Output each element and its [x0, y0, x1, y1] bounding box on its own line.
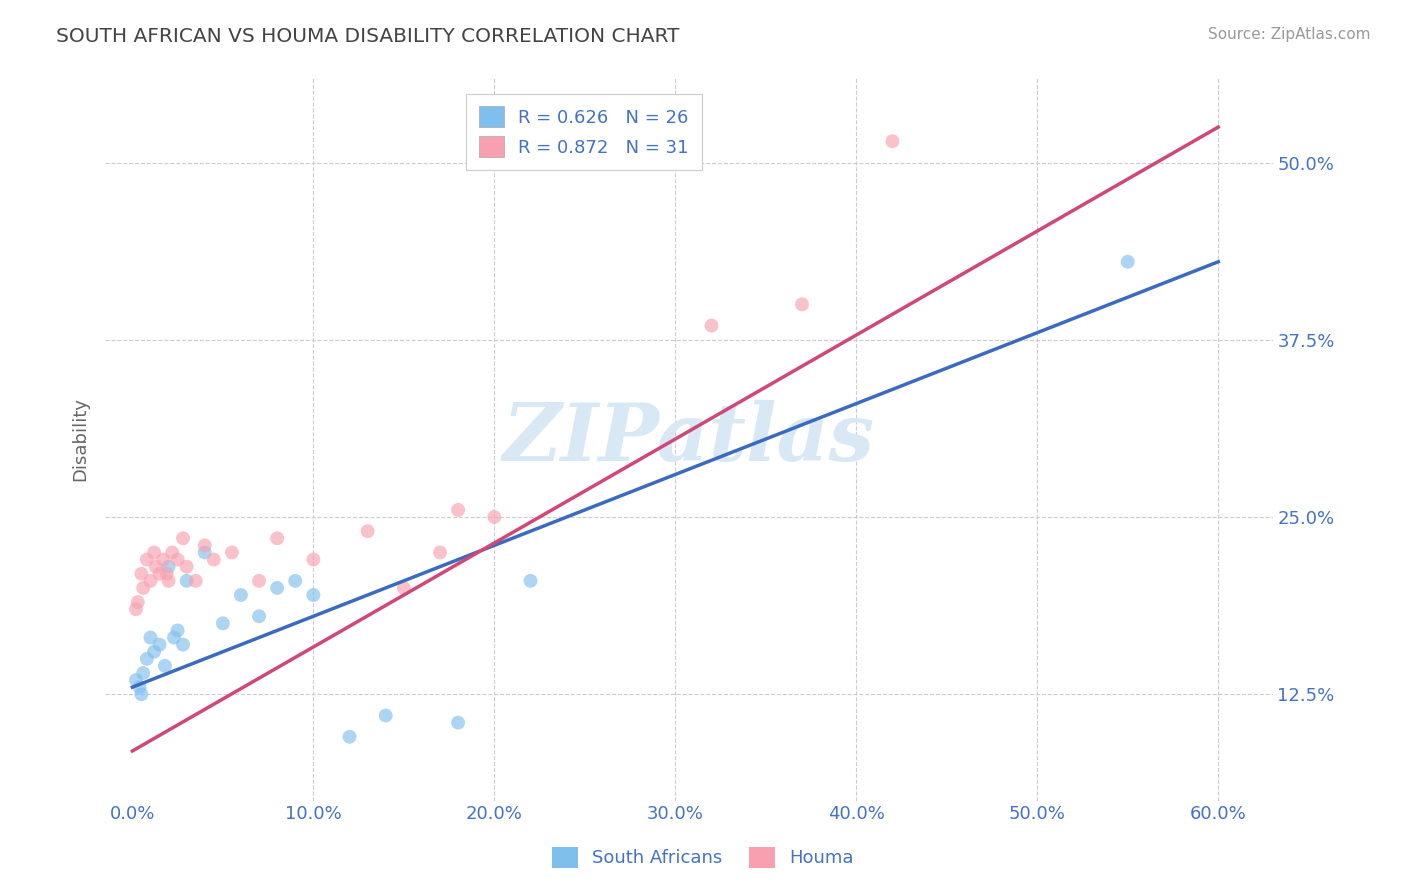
Point	[127, 595, 149, 609]
Point	[700, 318, 723, 333]
Point	[211, 616, 233, 631]
Point	[148, 638, 170, 652]
Point	[132, 665, 155, 680]
Point	[145, 559, 167, 574]
Point	[172, 531, 194, 545]
Point	[135, 552, 157, 566]
Point	[247, 574, 270, 588]
Point	[284, 574, 307, 588]
Point	[184, 574, 207, 588]
Point	[160, 545, 183, 559]
Text: ZIPatlas: ZIPatlas	[503, 401, 875, 478]
Point	[135, 652, 157, 666]
Point	[229, 588, 252, 602]
Point	[247, 609, 270, 624]
Point	[519, 574, 541, 588]
Point	[125, 673, 148, 687]
Point	[132, 581, 155, 595]
Point	[163, 631, 186, 645]
Text: SOUTH AFRICAN VS HOUMA DISABILITY CORRELATION CHART: SOUTH AFRICAN VS HOUMA DISABILITY CORREL…	[56, 27, 679, 45]
Point	[356, 524, 378, 539]
Point	[484, 510, 506, 524]
Point	[143, 645, 166, 659]
Point	[790, 297, 813, 311]
Point	[202, 552, 225, 566]
Point	[128, 680, 150, 694]
Point	[447, 503, 470, 517]
Point	[266, 531, 288, 545]
Legend: South Africans, Houma: South Africans, Houma	[541, 836, 865, 879]
Point	[152, 552, 174, 566]
Point	[447, 715, 470, 730]
Point	[166, 624, 188, 638]
Point	[429, 545, 451, 559]
Point	[148, 566, 170, 581]
Point	[392, 581, 415, 595]
Point	[139, 631, 162, 645]
Point	[131, 687, 153, 701]
Point	[221, 545, 243, 559]
Point	[194, 545, 217, 559]
Point	[157, 574, 180, 588]
Y-axis label: Disability: Disability	[72, 397, 89, 481]
Point	[172, 638, 194, 652]
Point	[166, 552, 188, 566]
Point	[143, 545, 166, 559]
Point	[156, 566, 179, 581]
Point	[157, 559, 180, 574]
Point	[194, 538, 217, 552]
Point	[125, 602, 148, 616]
Point	[176, 559, 198, 574]
Point	[266, 581, 288, 595]
Point	[131, 566, 153, 581]
Point	[302, 552, 325, 566]
Text: Source: ZipAtlas.com: Source: ZipAtlas.com	[1208, 27, 1371, 42]
Point	[339, 730, 361, 744]
Point	[882, 134, 904, 148]
Point	[302, 588, 325, 602]
Point	[1116, 254, 1139, 268]
Point	[153, 659, 176, 673]
Legend: R = 0.626   N = 26, R = 0.872   N = 31: R = 0.626 N = 26, R = 0.872 N = 31	[465, 94, 702, 169]
Point	[374, 708, 396, 723]
Point	[139, 574, 162, 588]
Point	[176, 574, 198, 588]
